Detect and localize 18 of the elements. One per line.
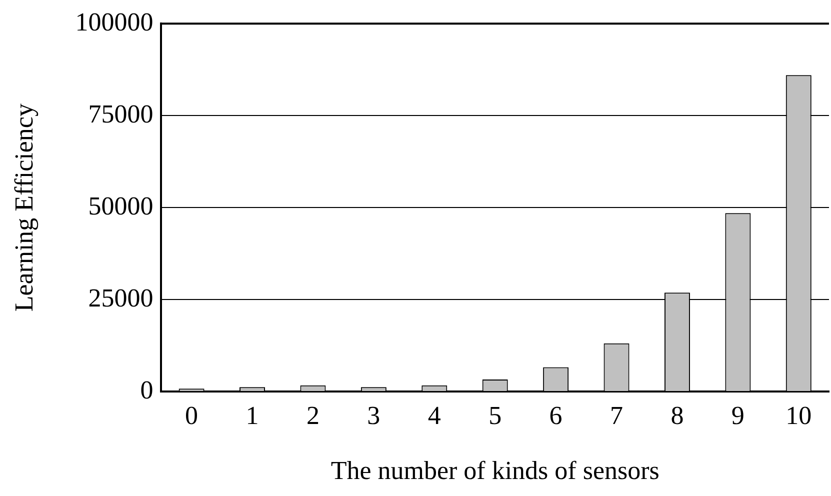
x-tick-label: 4	[428, 401, 441, 430]
x-axis-title: The number of kinds of sensors	[330, 456, 660, 486]
x-tick-label: 7	[610, 401, 624, 430]
x-tick-label: 1	[246, 401, 259, 430]
x-tick-label: 5	[488, 401, 502, 430]
y-tick-label: 0	[140, 375, 154, 404]
x-tick-label: 2	[306, 401, 320, 430]
y-tick-label: 50000	[88, 191, 154, 220]
x-tick-label: 8	[670, 401, 684, 430]
x-tick-label: 10	[786, 401, 812, 430]
x-tick-label: 6	[549, 401, 562, 430]
y-axis-title: Learning Efficiency	[9, 104, 38, 312]
y-tick-label: 75000	[88, 99, 154, 128]
y-tick-label: 25000	[88, 283, 154, 312]
y-tick-label: 100000	[75, 7, 154, 36]
x-tick-label: 0	[185, 401, 198, 430]
x-tick-label: 9	[731, 401, 744, 430]
x-tick-label: 3	[367, 401, 380, 430]
